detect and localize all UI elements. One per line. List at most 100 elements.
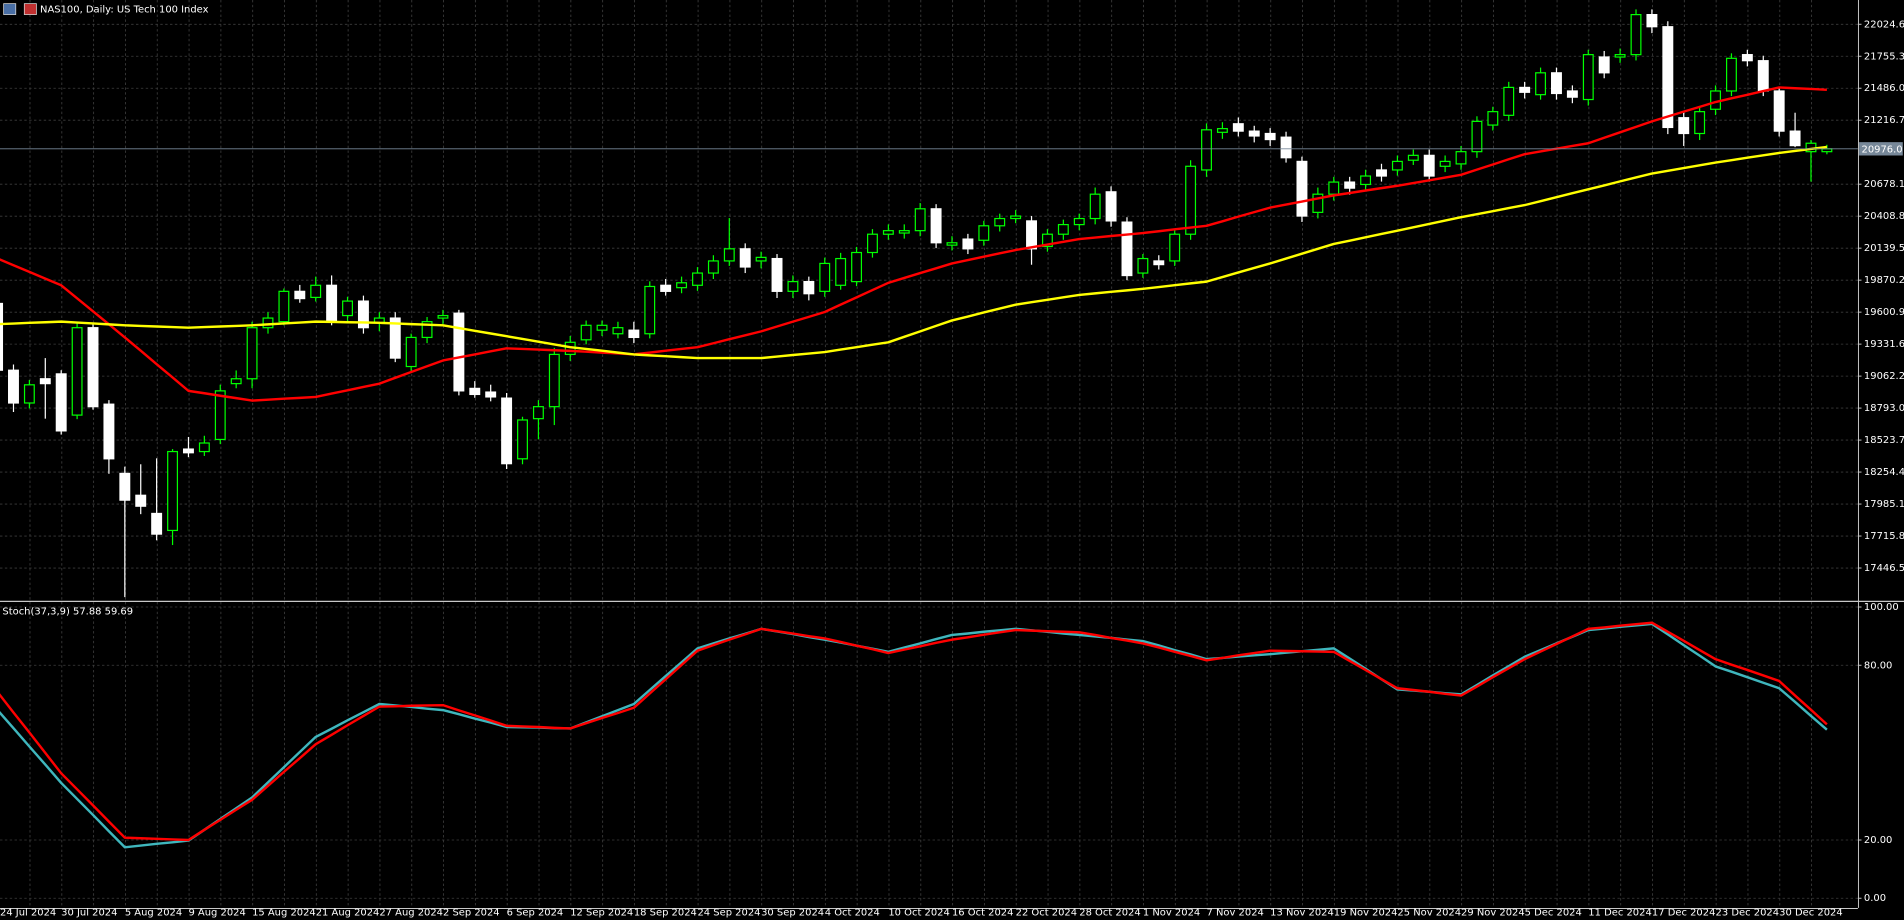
candle-body <box>851 251 863 283</box>
x-tick-label: 22 Oct 2024 <box>1016 908 1077 919</box>
x-tick-label: 29 Nov 2024 <box>1461 908 1525 919</box>
candle-body <box>803 280 815 295</box>
candle-body <box>517 419 528 460</box>
candle-body <box>1201 129 1212 171</box>
candle-body <box>1471 120 1483 153</box>
candle-body <box>1153 260 1165 266</box>
y-tick-label: 20139.5 <box>1864 243 1904 254</box>
y-tick-label: 19331.6 <box>1864 339 1904 350</box>
candle-body <box>214 390 226 441</box>
candle-body <box>1789 130 1801 147</box>
candle-body <box>1360 175 1372 186</box>
candle-body <box>294 290 306 300</box>
candle-body <box>1439 160 1451 167</box>
candle-body <box>1169 233 1181 262</box>
x-tick-label: 23 Dec 2024 <box>1716 908 1779 919</box>
x-tick-label: 18 Sep 2024 <box>634 908 697 919</box>
candle-body <box>135 494 147 507</box>
candle-body <box>1407 154 1419 161</box>
indicator-title: Stoch(37,3,9) 57.88 59.69 <box>2 607 133 618</box>
x-tick-label: 9 Aug 2024 <box>188 908 245 919</box>
y-tick-label: 19062.2 <box>1864 371 1904 382</box>
candle-body <box>898 230 910 234</box>
indicator-line <box>0 86 1827 402</box>
grid <box>0 0 1862 908</box>
x-tick-label: 19 Nov 2024 <box>1334 908 1398 919</box>
candle-body <box>755 256 767 262</box>
x-tick-label: 13 Nov 2024 <box>1270 908 1334 919</box>
candle-body <box>1455 151 1467 165</box>
candle-body <box>342 300 353 317</box>
candle-body <box>453 312 465 392</box>
candle-body <box>1423 154 1435 177</box>
price-marker-label: 20976.0 <box>1862 144 1903 155</box>
x-tick-label: 7 Nov 2024 <box>1207 908 1264 919</box>
candle-body <box>978 225 990 241</box>
y-tick-label: 20.00 <box>1864 835 1892 846</box>
candle-body <box>1137 257 1149 274</box>
candle-body <box>119 472 131 501</box>
candle-body <box>501 397 513 465</box>
candle-body <box>1026 220 1037 250</box>
x-tick-label: 10 Oct 2024 <box>888 908 949 919</box>
candle-body <box>1535 72 1547 96</box>
x-tick-label: 15 Aug 2024 <box>252 908 316 919</box>
x-tick-label: 12 Sep 2024 <box>570 908 633 919</box>
candle-body <box>1280 136 1292 159</box>
candle-body <box>1487 111 1499 126</box>
candle-body <box>421 321 433 339</box>
candle-body <box>548 353 560 408</box>
x-tick-label: 30 Sep 2024 <box>761 908 824 919</box>
candle-body <box>151 512 163 535</box>
candle-body <box>437 314 449 319</box>
candle-body <box>1073 217 1085 226</box>
y-tick-label: 80.00 <box>1864 660 1892 671</box>
y-tick-label: 17985.1 <box>1864 499 1904 510</box>
candle-body <box>1376 169 1387 177</box>
candle-body <box>994 217 1006 227</box>
candle-body <box>1551 72 1562 95</box>
candle-body <box>198 442 210 453</box>
y-tick-label: 19870.2 <box>1864 275 1904 286</box>
x-tick-label: 25 Nov 2024 <box>1397 908 1461 919</box>
candle-body <box>835 257 847 286</box>
x-tick-label: 11 Dec 2024 <box>1588 908 1651 919</box>
candle-body <box>230 378 242 385</box>
candle-body <box>1264 132 1276 141</box>
candle-body <box>485 391 497 398</box>
candle-body <box>1630 14 1642 56</box>
candle-body <box>930 208 942 244</box>
x-tick-label: 6 Sep 2024 <box>507 908 564 919</box>
y-tick-label: 21486.0 <box>1864 83 1904 94</box>
candle-body <box>1328 181 1340 195</box>
candle-body <box>87 327 99 408</box>
candle-body <box>1598 56 1610 74</box>
candle-body <box>628 329 640 339</box>
candle-body <box>1741 54 1753 62</box>
candle-body <box>707 260 719 274</box>
candle-body <box>580 324 592 341</box>
candle-body <box>1662 26 1674 129</box>
candle-body <box>1694 111 1706 135</box>
x-tick-label: 30 Dec 2024 <box>1779 908 1842 919</box>
candle-body <box>8 369 19 404</box>
candle-body <box>1105 191 1117 222</box>
candle-body <box>1312 193 1324 213</box>
candle-body <box>0 302 4 371</box>
candle-body <box>71 327 83 416</box>
candle-body <box>819 262 831 292</box>
y-tick-label: 17715.8 <box>1864 531 1904 542</box>
marks <box>0 9 1858 849</box>
candle-body <box>1344 181 1356 189</box>
candle-body <box>660 284 672 292</box>
candle-body <box>167 450 179 532</box>
candle-body <box>1725 57 1737 92</box>
y-tick-label: 18523.7 <box>1864 435 1904 446</box>
candle-body <box>1121 221 1133 277</box>
x-tick-label: 21 Aug 2024 <box>316 908 380 919</box>
candle-body <box>389 317 401 359</box>
candle-body <box>771 257 783 292</box>
y-tick-label: 18254.4 <box>1864 467 1904 478</box>
